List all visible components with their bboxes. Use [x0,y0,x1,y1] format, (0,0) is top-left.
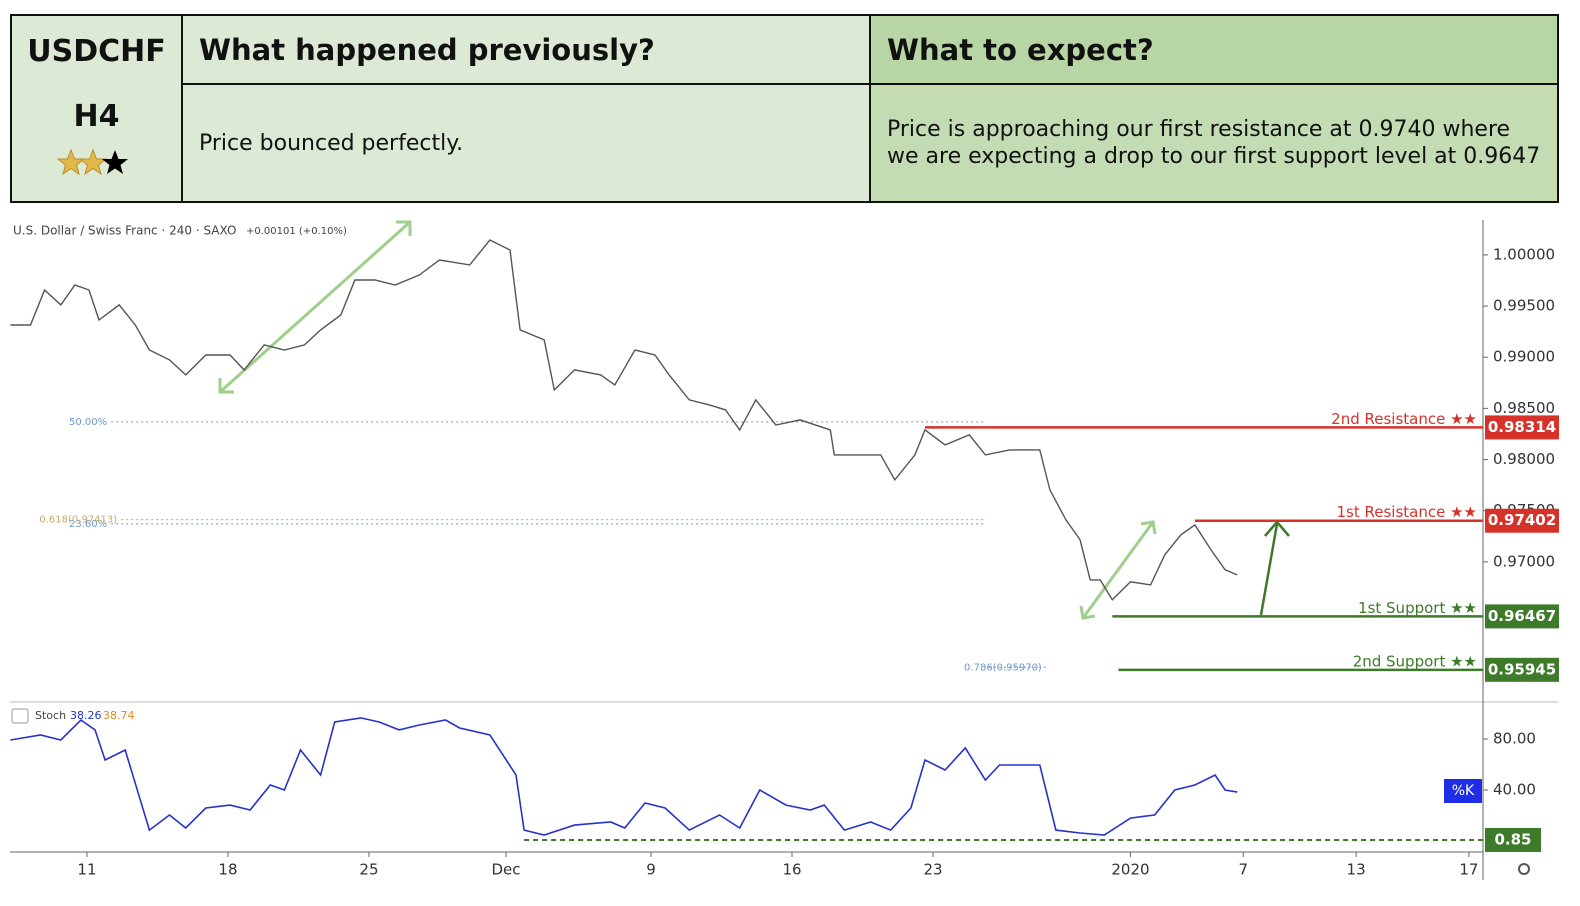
series-label: %K [1452,783,1475,799]
fib-label: 0.786(0.95970) [964,662,1042,673]
x-tick-label: 23 [923,861,942,879]
y-tick-label: 1.00000 [1493,245,1555,263]
y-tick-label: 40.00 [1493,781,1536,799]
y-tick-label: 80.00 [1493,729,1536,747]
fib-label: 0.618(0.97413) [39,515,117,526]
y-tick-label: 0.97000 [1493,552,1555,570]
settings-icon[interactable] [1518,863,1530,875]
level-box [1485,827,1541,852]
data-line [10,239,1238,601]
x-tick-label: 16 [782,861,801,879]
y-tick-label: 0.99500 [1493,297,1555,315]
fib-label: 50.00% [69,417,107,428]
x-tick-label: 25 [359,861,378,879]
y-tick-label: 0.99000 [1493,348,1555,366]
rating-stars [56,148,128,176]
data-line [10,717,1238,836]
level-name: 1st Resistance ★★ [1336,503,1477,521]
x-tick-label: 11 [77,861,96,879]
x-tick-label: 9 [646,861,656,879]
x-tick-label: 2020 [1111,861,1149,879]
level-value: 0.85 [1494,830,1531,848]
collapse-button [11,708,29,724]
level-value: 0.98314 [1488,418,1556,436]
chart-subtitle: +0.00101 (+0.10%) [246,226,347,237]
panel-title: Stoch [35,709,66,722]
level-name: 2nd Resistance ★★ [1331,410,1477,428]
level-name: 1st Support ★★ [1358,599,1477,617]
level-box [1485,508,1559,533]
level-box [1485,657,1559,682]
body-previous: Price bounced perfectly. [181,83,871,203]
level-value: 0.96467 [1488,607,1556,625]
timeframe: H4 [73,99,120,134]
series-label-box [1444,779,1482,803]
level-name: 2nd Support ★★ [1353,652,1477,670]
fib-label: 23.60% [69,519,107,530]
symbol: USDCHF [27,34,166,69]
current-value: 38.74 [103,709,135,722]
header-previous: What happened previously? [181,14,871,85]
y-tick-label: 0.98000 [1493,450,1555,468]
symbol-cell: USDCHF H4 [10,14,183,203]
level-value: 0.97402 [1488,511,1556,529]
x-tick-label: 18 [218,861,237,879]
y-tick-label: 0.98500 [1493,399,1555,417]
x-tick-label: 7 [1239,861,1249,879]
level-box [1485,415,1559,440]
chart-title: U.S. Dollar / Swiss Franc · 240 · SAXO [13,224,236,238]
level-box [1485,604,1559,629]
level-value: 0.95945 [1488,660,1556,678]
x-tick-label: 13 [1347,861,1366,879]
x-tick-label: 17 [1459,861,1478,879]
projection-arrow [1259,520,1290,616]
body-expect: Price is approaching our first resistanc… [869,83,1559,203]
current-value: 38.26 [70,709,102,722]
swing-arrows [218,220,1157,620]
x-tick-label: Dec [491,861,520,879]
